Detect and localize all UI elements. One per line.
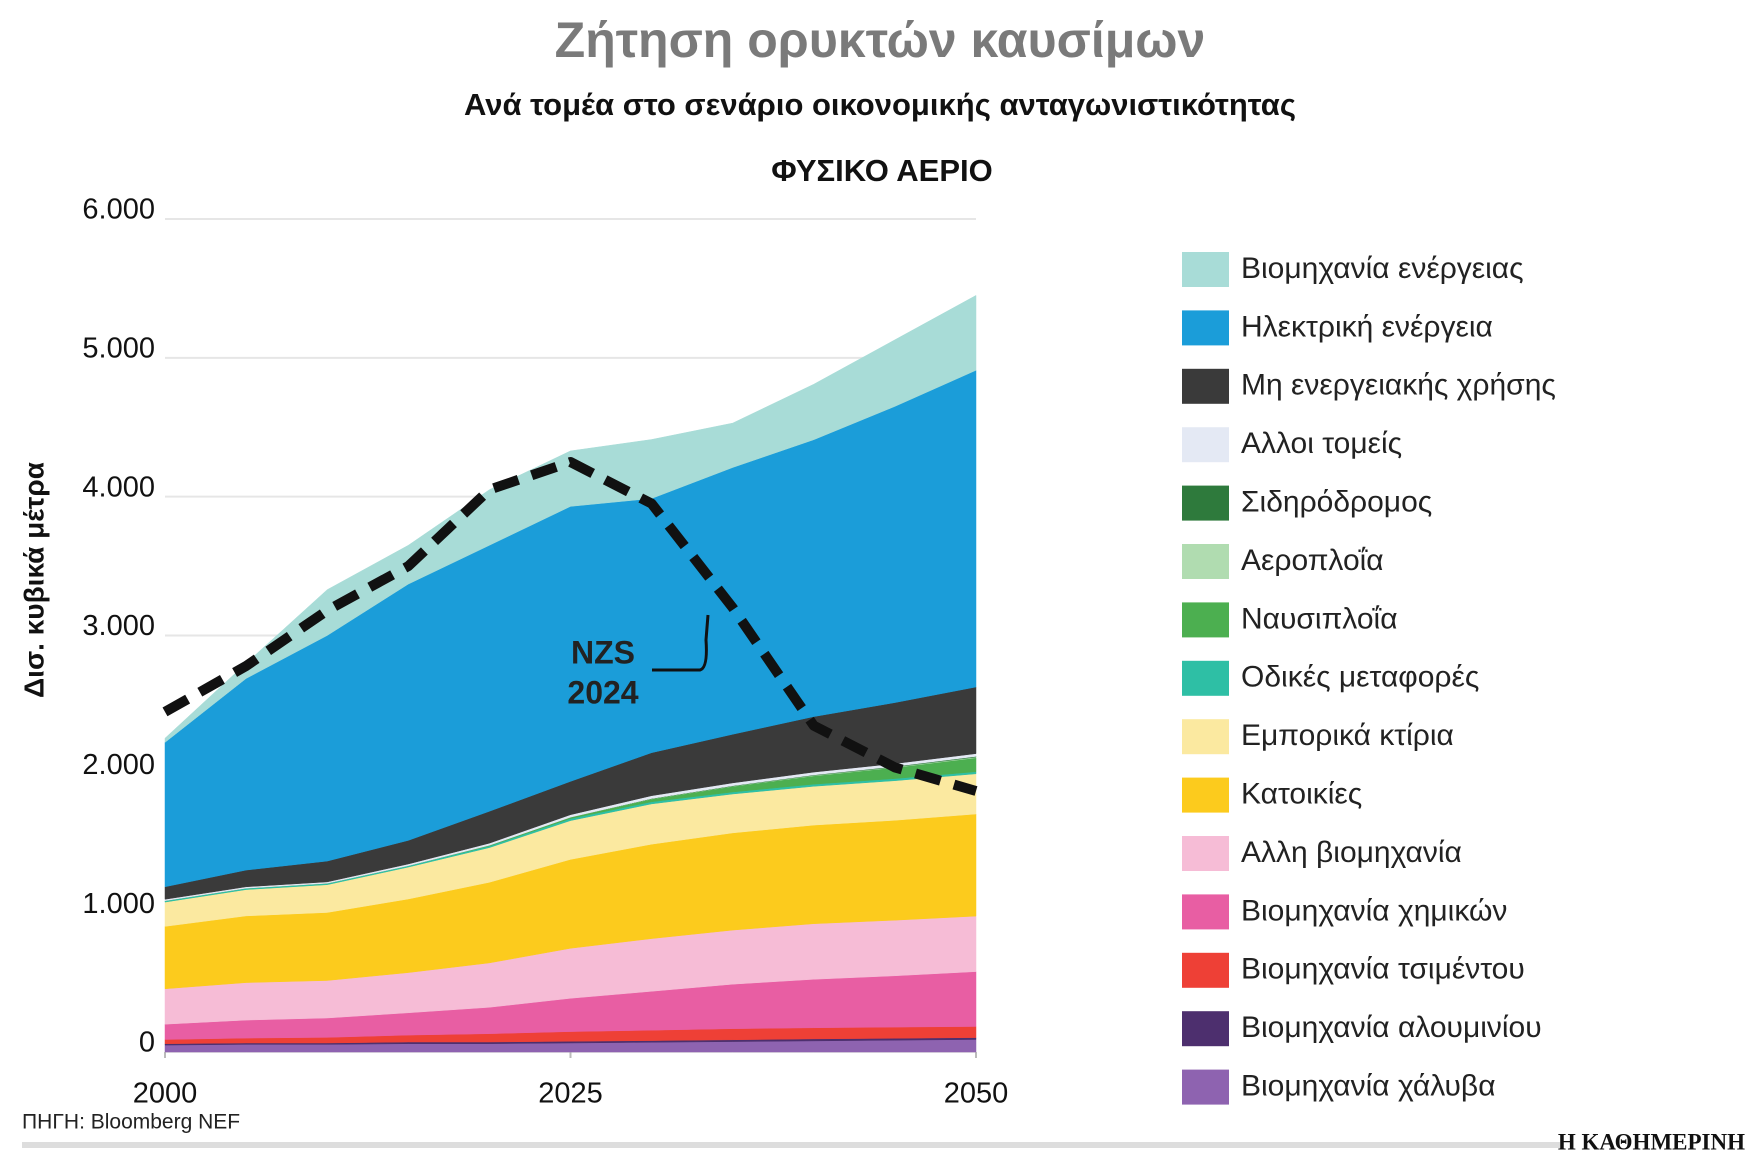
y-axis-label: Δισ. κυβικά μέτρα [18, 462, 49, 698]
source: ΠΗΓΗ: Bloomberg NEF [22, 1111, 240, 1134]
legend-label: Οδικές μεταφορές [1241, 661, 1479, 694]
legend-swatch [1182, 427, 1229, 463]
y-tick-label: 6.000 [82, 194, 155, 226]
legend-label: Βιομηχανία ενέργειας [1241, 252, 1524, 285]
x-tick-label: 2050 [944, 1078, 1009, 1110]
legend-label: Μη ενεργειακής χρήσης [1241, 369, 1556, 402]
legend-label: Σιδηρόδρομος [1241, 486, 1432, 519]
legend-label: Αλλη βιομηχανία [1241, 836, 1462, 869]
legend-swatch [1182, 777, 1229, 813]
legend-swatch [1182, 836, 1229, 871]
y-tick-label: 3.000 [82, 610, 155, 642]
legend-label: Εμπορικά κτίρια [1241, 719, 1454, 752]
publisher: Η ΚΑΘΗΜΕΡΙΝΗ [1558, 1129, 1745, 1154]
legend-swatch [1182, 602, 1229, 638]
y-tick-label: 1.000 [82, 888, 155, 920]
legend-label: Βιομηχανία χάλυβα [1241, 1070, 1496, 1103]
legend-swatch [1182, 894, 1229, 930]
legend-label: Βιομηχανία τσιμέντου [1241, 953, 1525, 986]
legend-label: Βιομηχανία αλουμινίου [1241, 1011, 1542, 1044]
legend-label: Βιομηχανία χημικών [1241, 894, 1507, 927]
panel-title: ΦΥΣΙΚΟ ΑΕΡΙΟ [771, 153, 992, 188]
legend-swatch [1182, 1011, 1229, 1047]
y-tick-label: 4.000 [82, 471, 155, 503]
legend-label: Αεροπλοΐα [1241, 544, 1384, 577]
y-tick-label: 2.000 [82, 749, 155, 781]
legend-swatch [1182, 544, 1229, 579]
legend-label: Κατοικίες [1241, 778, 1362, 811]
legend-swatch [1182, 310, 1229, 346]
legend-swatch [1182, 368, 1229, 404]
y-tick-label: 5.000 [82, 332, 155, 364]
legend-swatch [1182, 719, 1229, 755]
x-tick-label: 2000 [133, 1078, 198, 1110]
legend: Βιομηχανία ενέργειας Ηλεκτρική ενέργεια Μη… [1182, 252, 1556, 1105]
legend-swatch [1182, 952, 1229, 988]
reference-label: NZS [571, 634, 635, 670]
legend-label: Ηλεκτρική ενέργεια [1241, 310, 1493, 343]
annotation-connector [652, 614, 710, 672]
legend-label: Ναυσιπλοΐα [1241, 602, 1398, 635]
x-tick-label: 2025 [538, 1078, 603, 1110]
legend-swatch [1182, 1069, 1229, 1105]
reference-line [162, 457, 978, 796]
legend-swatch [1182, 485, 1229, 521]
chart-subtitle: Ανά τομέα στο σενάριο οικονομικής ανταγω… [464, 87, 1296, 122]
y-tick-label: 0 [139, 1027, 155, 1059]
legend-swatch [1182, 252, 1229, 287]
chart-title: Ζήτηση ορυκτών καυσίμων [555, 12, 1206, 68]
overlay: NZS 2024 [162, 457, 978, 796]
legend-label: Αλλοι τομείς [1241, 427, 1402, 460]
legend-swatch [1182, 660, 1229, 696]
reference-label: 2024 [567, 674, 638, 710]
area [164, 294, 977, 743]
areas [164, 294, 977, 1053]
